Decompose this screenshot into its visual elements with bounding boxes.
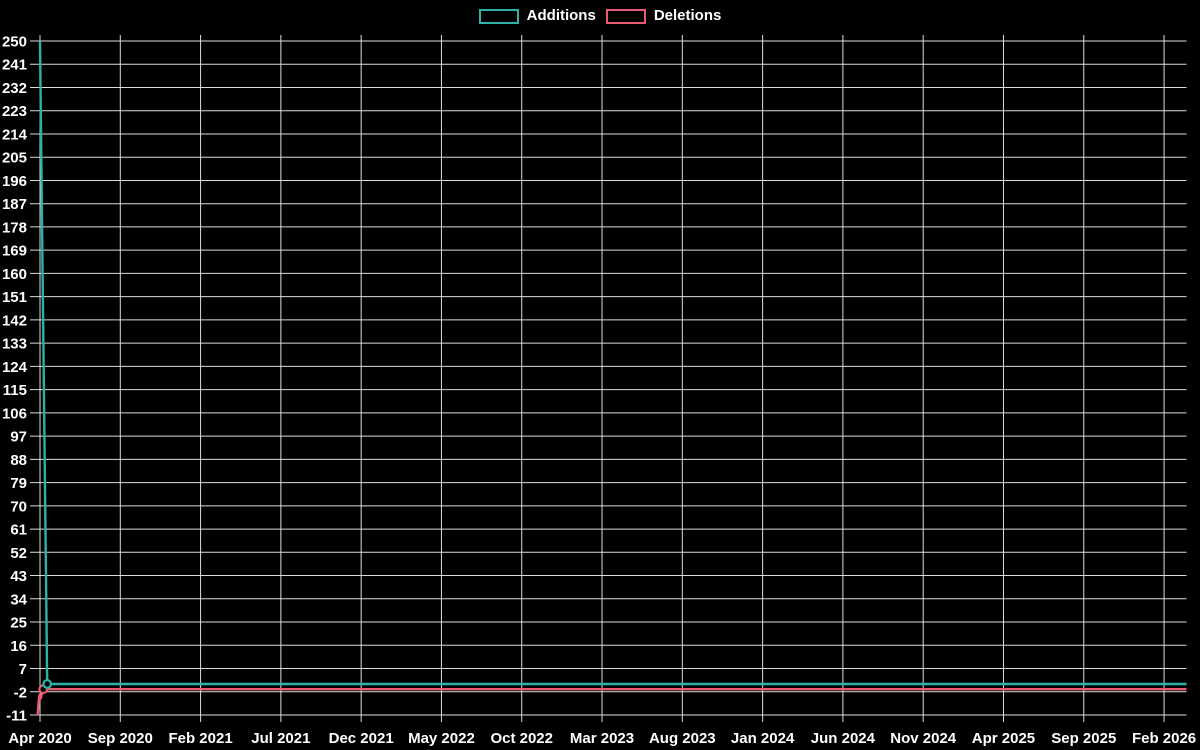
x-tick-label: Sep 2020 (88, 730, 153, 747)
y-tick-label: 43 (10, 568, 27, 585)
y-tick-label: 232 (2, 80, 27, 97)
y-tick-label: 52 (10, 545, 27, 562)
y-tick-label: 223 (2, 103, 27, 120)
x-tick-label: Oct 2022 (490, 730, 553, 747)
y-tick-label: 25 (10, 615, 27, 632)
x-tick-label: Aug 2023 (649, 730, 716, 747)
legend-swatch-deletions (605, 8, 646, 24)
y-tick-label: 169 (2, 243, 27, 260)
additions-marker (42, 679, 53, 689)
x-tick-label: Dec 2021 (329, 730, 394, 747)
y-tick-label: 142 (2, 312, 27, 329)
y-tick-label: 187 (2, 196, 27, 213)
x-tick-label: Jun 2024 (811, 730, 876, 747)
x-tick-label: Sep 2025 (1051, 730, 1116, 747)
chart-legend: Additions Deletions (0, 7, 1200, 25)
y-tick-label: 214 (2, 126, 28, 143)
x-tick-label: Mar 2023 (570, 730, 634, 747)
y-tick-label: 97 (10, 429, 27, 446)
y-tick-label: 61 (10, 522, 27, 539)
x-tick-label: Jul 2021 (251, 730, 310, 747)
x-tick-label: Feb 2021 (168, 730, 232, 747)
y-tick-label: 124 (2, 359, 28, 376)
y-tick-label: 115 (3, 382, 27, 399)
additions-line (38, 40, 1187, 686)
y-tick-label: 250 (2, 34, 27, 51)
legend-swatch-additions (478, 8, 519, 24)
y-tick-label: 70 (10, 498, 27, 515)
x-tick-label: Feb 2026 (1132, 730, 1196, 747)
y-tick-label: 133 (2, 336, 27, 353)
x-tick-label: Apr 2025 (972, 730, 1035, 747)
x-tick-label: Nov 2024 (890, 730, 957, 747)
y-tick-label: -11 (6, 708, 27, 725)
y-tick-label: 160 (2, 266, 27, 283)
x-tick-label: Jan 2024 (731, 730, 795, 747)
y-tick-label: 34 (10, 591, 27, 608)
y-tick-label: 151 (2, 289, 27, 306)
y-tick-label: 241 (2, 57, 27, 74)
deletions-line (36, 688, 1187, 716)
y-tick-label: 16 (10, 638, 27, 655)
legend-item-additions[interactable]: Additions (478, 7, 596, 25)
y-tick-label: 7 (19, 661, 27, 678)
y-tick-label: 196 (2, 173, 27, 190)
y-tick-label: 178 (2, 219, 27, 236)
y-tick-label: 79 (10, 475, 27, 492)
legend-label-additions: Additions (526, 7, 596, 24)
x-tick-label: May 2022 (408, 730, 475, 747)
y-tick-label: -2 (14, 684, 27, 701)
x-tick-label: Apr 2020 (8, 730, 71, 747)
legend-label-deletions: Deletions (653, 7, 722, 24)
y-tick-label: 88 (10, 452, 27, 469)
legend-item-deletions[interactable]: Deletions (605, 7, 722, 25)
y-tick-label: 205 (2, 150, 27, 167)
y-tick-label: 106 (2, 405, 27, 422)
